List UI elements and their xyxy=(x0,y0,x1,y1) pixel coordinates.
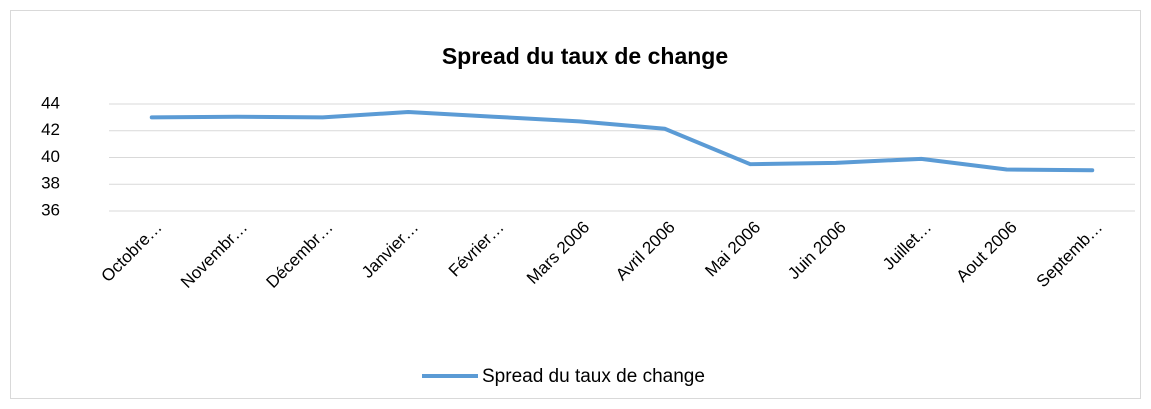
chart-border xyxy=(10,10,1141,399)
y-tick-label: 44 xyxy=(41,93,60,112)
chart-title: Spread du taux de change xyxy=(442,43,728,69)
legend-label: Spread du taux de change xyxy=(482,366,705,387)
y-tick-label: 38 xyxy=(41,174,60,193)
series-line xyxy=(149,110,1095,173)
y-tick-label: 40 xyxy=(41,147,60,166)
y-tick-label: 36 xyxy=(41,200,60,219)
y-tick-label: 42 xyxy=(41,120,60,139)
